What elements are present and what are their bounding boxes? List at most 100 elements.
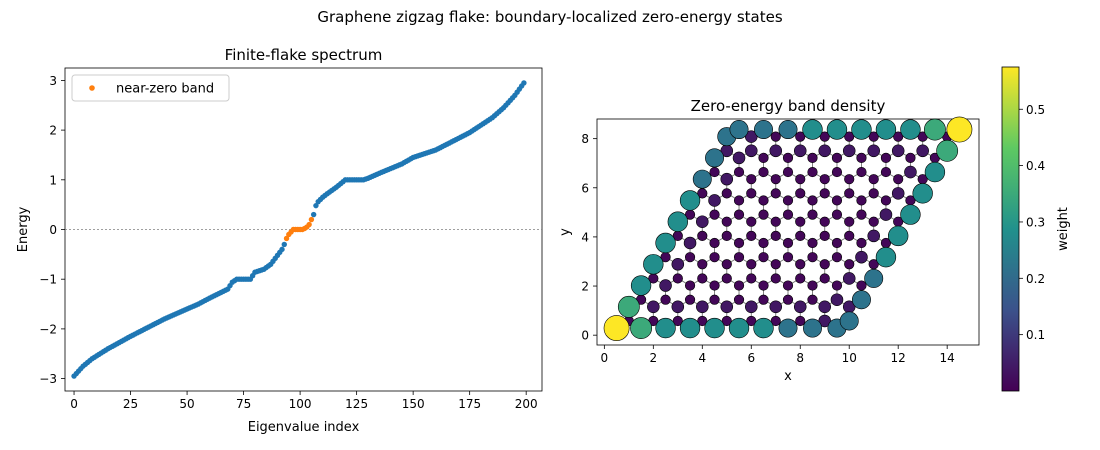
density-xlabel: x xyxy=(784,369,792,384)
lattice-site xyxy=(684,252,696,263)
lattice-site xyxy=(856,152,867,163)
lattice-site xyxy=(745,130,758,143)
spectrum-point xyxy=(313,202,319,209)
lattice-site xyxy=(720,300,734,314)
spectrum-yticks: −3 −2 −1 0 1 2 3 xyxy=(39,74,65,386)
lattice-site xyxy=(746,259,757,270)
legend-label: near-zero band xyxy=(116,82,214,97)
lattice-site xyxy=(856,166,867,178)
lattice-site xyxy=(803,318,822,338)
lattice-site xyxy=(795,315,806,327)
lattice-site xyxy=(900,204,921,225)
lattice-site xyxy=(923,118,946,141)
lattice-site xyxy=(728,317,750,339)
lattice-site xyxy=(782,280,794,291)
lattice-site xyxy=(807,280,818,291)
lattice-site xyxy=(819,188,830,199)
lattice-site xyxy=(705,148,725,168)
lattice-site xyxy=(831,252,843,263)
lattice-site xyxy=(875,246,897,268)
lattice-site xyxy=(795,259,806,270)
lattice-site xyxy=(769,144,783,158)
colorbar-gradient xyxy=(1001,66,1020,392)
lattice-site xyxy=(758,294,769,305)
lattice-site xyxy=(683,236,697,250)
lattice-site xyxy=(746,315,757,327)
lattice-site xyxy=(733,252,745,263)
lattice-site xyxy=(819,216,830,227)
y-tick-label: 0 xyxy=(49,223,57,237)
lattice-site xyxy=(758,152,769,163)
lattice-site xyxy=(893,174,904,185)
lattice-site xyxy=(659,279,672,292)
spectrum-ylabel: Energy xyxy=(16,206,31,252)
lattice-site xyxy=(868,131,879,142)
lattice-site xyxy=(946,116,973,143)
lattice-site xyxy=(819,230,830,241)
spectrum-point xyxy=(279,246,285,253)
lattice-site xyxy=(831,166,843,178)
lattice-site xyxy=(795,174,806,185)
lattice-site xyxy=(807,195,818,206)
lattice-site xyxy=(807,252,818,263)
lattice-site xyxy=(844,188,855,199)
lattice-site xyxy=(844,216,855,227)
lattice-site xyxy=(916,144,929,158)
lattice-site xyxy=(888,225,909,247)
x-tick-label: 75 xyxy=(236,397,251,411)
lattice-site xyxy=(709,237,720,249)
lattice-site xyxy=(868,174,879,185)
lattice-site xyxy=(782,237,794,249)
lattice-site xyxy=(697,230,708,241)
lattice-site xyxy=(733,237,745,249)
lattice-site xyxy=(782,195,794,206)
y-tick-label: 3 xyxy=(49,74,57,88)
lattice-site xyxy=(891,144,905,158)
lattice-site xyxy=(696,300,709,314)
x-tick-label: 12 xyxy=(891,351,906,365)
lattice-site xyxy=(704,317,725,339)
lattice-site xyxy=(831,152,843,163)
lattice-site xyxy=(819,131,830,142)
lattice-site xyxy=(851,290,871,310)
lattice-site xyxy=(754,120,773,139)
lattice-site xyxy=(672,315,683,327)
lattice-site xyxy=(880,195,892,206)
lattice-site xyxy=(746,174,757,185)
lattice-site xyxy=(684,294,696,305)
lattice-site xyxy=(770,174,781,185)
lattice-site xyxy=(880,152,892,163)
lattice-site xyxy=(655,317,676,339)
lattice-site xyxy=(844,174,855,185)
spectrum-point xyxy=(281,241,287,248)
lattice-site xyxy=(745,300,758,314)
x-tick-label: 200 xyxy=(515,397,538,411)
lattice-site xyxy=(758,237,769,249)
lattice-site xyxy=(697,315,708,327)
lattice-site xyxy=(647,300,660,314)
lattice-site xyxy=(782,152,794,163)
lattice-site xyxy=(679,317,701,339)
colorbar-tick-label: 0.5 xyxy=(1026,103,1045,117)
y-tick-label: 6 xyxy=(581,181,589,195)
colorbar-ticks: 0.1 0.2 0.3 0.4 0.5 xyxy=(1019,103,1045,342)
lattice-site xyxy=(746,273,757,284)
lattice-site xyxy=(831,237,843,249)
colorbar-tick-label: 0.1 xyxy=(1026,328,1045,342)
lattice-site xyxy=(697,259,708,270)
lattice-site xyxy=(830,293,844,306)
lattice-site xyxy=(844,230,855,241)
lattice-site xyxy=(733,209,745,220)
lattice-site xyxy=(697,273,708,284)
lattice-site xyxy=(936,139,959,162)
lattice-site xyxy=(912,183,933,204)
lattice-site xyxy=(746,188,757,199)
lattice-site xyxy=(924,161,946,183)
lattice-site xyxy=(818,300,832,314)
lattice-site xyxy=(867,144,880,158)
lattice-site xyxy=(770,259,781,270)
lattice-site xyxy=(880,166,892,178)
lattice-site xyxy=(643,254,664,275)
lattice-site xyxy=(793,300,807,314)
